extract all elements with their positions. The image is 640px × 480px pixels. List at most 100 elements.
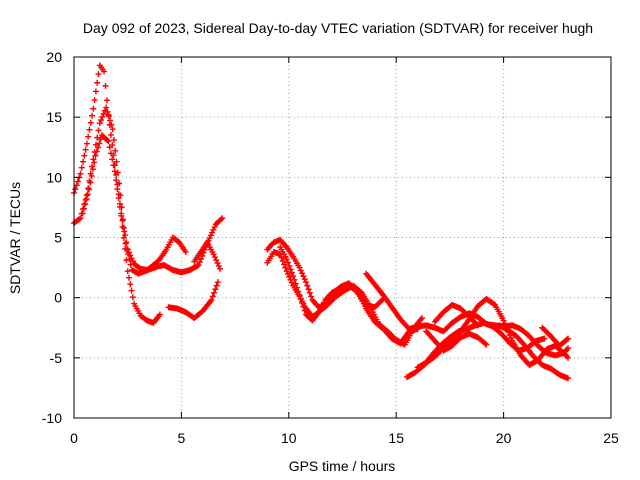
data-point bbox=[210, 251, 217, 258]
data-point bbox=[296, 292, 303, 299]
data-point bbox=[418, 315, 425, 322]
data-point bbox=[483, 341, 490, 348]
x-tick-label: 5 bbox=[178, 430, 186, 446]
data-point bbox=[278, 254, 285, 261]
data-point bbox=[101, 68, 108, 75]
data-point bbox=[103, 97, 110, 104]
data-point bbox=[122, 240, 129, 247]
data-point bbox=[217, 216, 224, 223]
data-point bbox=[565, 345, 572, 352]
data-point bbox=[74, 178, 81, 185]
series-track-k bbox=[423, 328, 490, 354]
data-point bbox=[282, 264, 289, 271]
data-point bbox=[127, 261, 134, 268]
y-ticks: -10 -5 0 5 10 15 20 bbox=[42, 49, 611, 426]
data-point bbox=[107, 131, 114, 138]
y-tick-label: 10 bbox=[46, 169, 62, 185]
data-point bbox=[211, 254, 218, 261]
data-point bbox=[91, 97, 98, 104]
series-track-a2 bbox=[150, 234, 189, 269]
data-point bbox=[86, 186, 93, 193]
data-point bbox=[120, 234, 127, 241]
data-point bbox=[82, 200, 89, 207]
data-point bbox=[114, 169, 121, 176]
y-tick-label: 5 bbox=[54, 230, 62, 246]
data-point bbox=[110, 137, 117, 144]
data-point bbox=[210, 226, 217, 233]
data-point bbox=[213, 282, 220, 289]
data-point bbox=[127, 281, 134, 288]
data-markers bbox=[71, 62, 572, 382]
data-point bbox=[93, 148, 100, 155]
data-point bbox=[103, 104, 110, 111]
data-point bbox=[297, 296, 304, 303]
data-point bbox=[212, 286, 219, 293]
data-point bbox=[284, 271, 291, 278]
y-tick-label: 20 bbox=[46, 49, 62, 65]
data-point bbox=[500, 317, 507, 324]
data-point bbox=[474, 322, 481, 329]
data-point bbox=[95, 144, 102, 151]
data-point bbox=[304, 282, 311, 289]
x-axis-label: GPS time / hours bbox=[289, 458, 396, 474]
data-point bbox=[102, 82, 109, 89]
data-point bbox=[85, 185, 92, 192]
data-point bbox=[78, 164, 85, 171]
data-point bbox=[119, 223, 126, 230]
data-point bbox=[211, 289, 218, 296]
data-point bbox=[291, 276, 298, 283]
series-track-c bbox=[79, 132, 163, 326]
data-point bbox=[182, 248, 189, 255]
data-point bbox=[119, 216, 126, 223]
data-point bbox=[124, 268, 131, 275]
data-point bbox=[215, 262, 222, 269]
data-point bbox=[90, 156, 97, 163]
data-point bbox=[92, 88, 99, 95]
data-point bbox=[111, 168, 118, 175]
y-tick-label: -10 bbox=[42, 410, 62, 426]
data-point bbox=[122, 232, 129, 239]
y-tick-label: -5 bbox=[50, 350, 63, 366]
data-point bbox=[195, 262, 202, 269]
series-track-g bbox=[277, 244, 421, 347]
data-point bbox=[125, 251, 132, 258]
data-point bbox=[89, 166, 96, 173]
data-point bbox=[473, 321, 480, 328]
y-tick-label: 15 bbox=[46, 109, 62, 125]
data-point bbox=[91, 159, 98, 166]
data-point bbox=[305, 286, 312, 293]
data-point bbox=[76, 216, 83, 223]
data-point bbox=[92, 152, 99, 159]
series-track-n bbox=[539, 324, 572, 349]
data-point bbox=[217, 265, 224, 272]
data-point bbox=[213, 257, 220, 264]
data-point bbox=[301, 276, 308, 283]
data-point bbox=[81, 152, 88, 159]
data-point bbox=[105, 113, 112, 120]
data-point bbox=[94, 134, 101, 141]
data-point bbox=[299, 299, 306, 306]
data-point bbox=[109, 156, 116, 163]
data-point bbox=[156, 311, 163, 318]
x-tick-label: 10 bbox=[281, 430, 297, 446]
data-point bbox=[219, 215, 226, 222]
data-point bbox=[295, 288, 302, 295]
data-point bbox=[95, 71, 102, 78]
data-point bbox=[565, 335, 572, 342]
data-point bbox=[109, 126, 116, 133]
data-point bbox=[87, 119, 94, 126]
x-tick-label: 25 bbox=[603, 430, 619, 446]
data-point bbox=[211, 224, 218, 231]
data-point bbox=[482, 340, 489, 347]
data-point bbox=[353, 287, 360, 294]
x-tick-label: 15 bbox=[388, 430, 404, 446]
data-point bbox=[107, 117, 114, 124]
data-point bbox=[563, 336, 570, 343]
data-point bbox=[279, 258, 286, 265]
data-point bbox=[209, 229, 216, 236]
data-point bbox=[129, 294, 136, 301]
data-point bbox=[306, 289, 313, 296]
data-point bbox=[96, 140, 103, 147]
data-point bbox=[302, 279, 309, 286]
data-point bbox=[214, 260, 221, 267]
